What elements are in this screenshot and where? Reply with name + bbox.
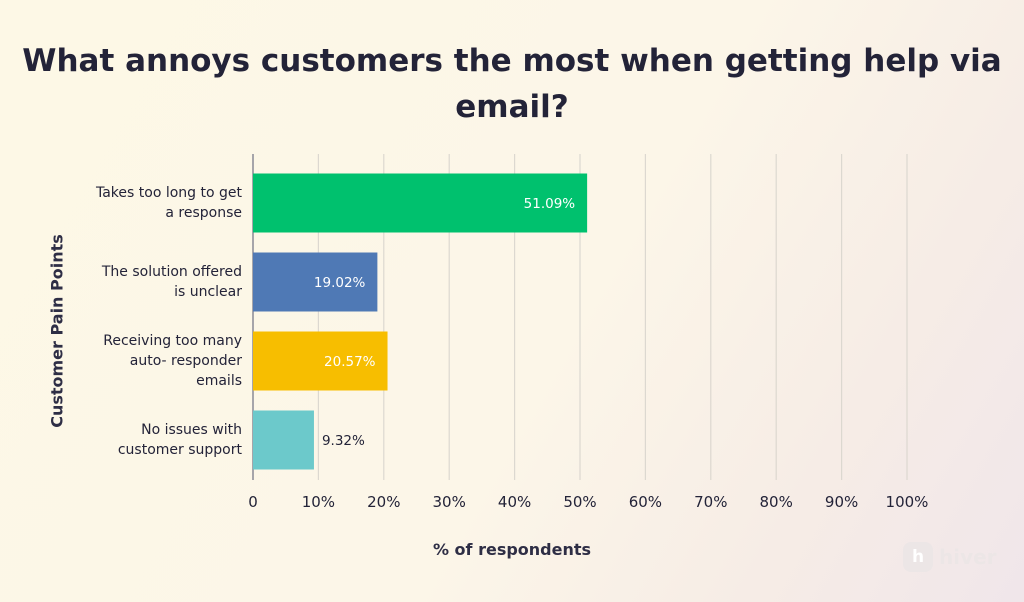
x-tick-label: 60% <box>629 493 662 511</box>
bar <box>253 410 314 470</box>
chart-title: What annoys customers the most when gett… <box>22 43 1002 125</box>
category-label-line: Receiving too many <box>103 333 242 349</box>
hiver-logo-text: hiver <box>939 545 997 569</box>
category-label-line: The solution offered <box>101 264 242 280</box>
x-tick-label: 100% <box>886 493 929 511</box>
bar <box>253 173 588 233</box>
category-label: No issues with customer support <box>62 420 242 460</box>
x-tick-label: 10% <box>302 493 335 511</box>
category-label: Takes too long to get a response <box>62 183 242 223</box>
category-label-line: No issues with <box>141 422 242 438</box>
data-label: 20.57% <box>324 354 376 370</box>
x-tick-label: 90% <box>825 493 858 511</box>
category-label-line: auto- responder <box>129 353 242 369</box>
category-label-line: Takes too long to get <box>95 185 242 201</box>
x-tick-label: 80% <box>760 493 793 511</box>
data-label: 51.09% <box>524 196 576 212</box>
x-tick-label: 30% <box>433 493 466 511</box>
category-label: The solution offered is unclear <box>62 262 242 302</box>
data-label: 19.02% <box>314 275 366 291</box>
hiver-logo: h hiver <box>903 542 997 572</box>
x-tick-label: 0 <box>248 493 258 511</box>
data-label: 9.32% <box>322 433 365 449</box>
x-axis-title: % of respondents <box>432 540 592 559</box>
hiver-logo-mark: h <box>903 542 933 572</box>
x-tick-label: 40% <box>498 493 531 511</box>
bar <box>253 331 388 391</box>
bar <box>253 252 378 312</box>
category-label: Receiving too many auto- responder emails <box>62 331 242 391</box>
x-tick-label: 50% <box>563 493 596 511</box>
category-label-line: a response <box>165 205 242 221</box>
category-label-line: is unclear <box>174 284 242 300</box>
category-label-line: emails <box>196 373 242 389</box>
category-label-line: customer support <box>117 442 242 458</box>
x-tick-label: 20% <box>367 493 400 511</box>
x-tick-label: 70% <box>694 493 727 511</box>
